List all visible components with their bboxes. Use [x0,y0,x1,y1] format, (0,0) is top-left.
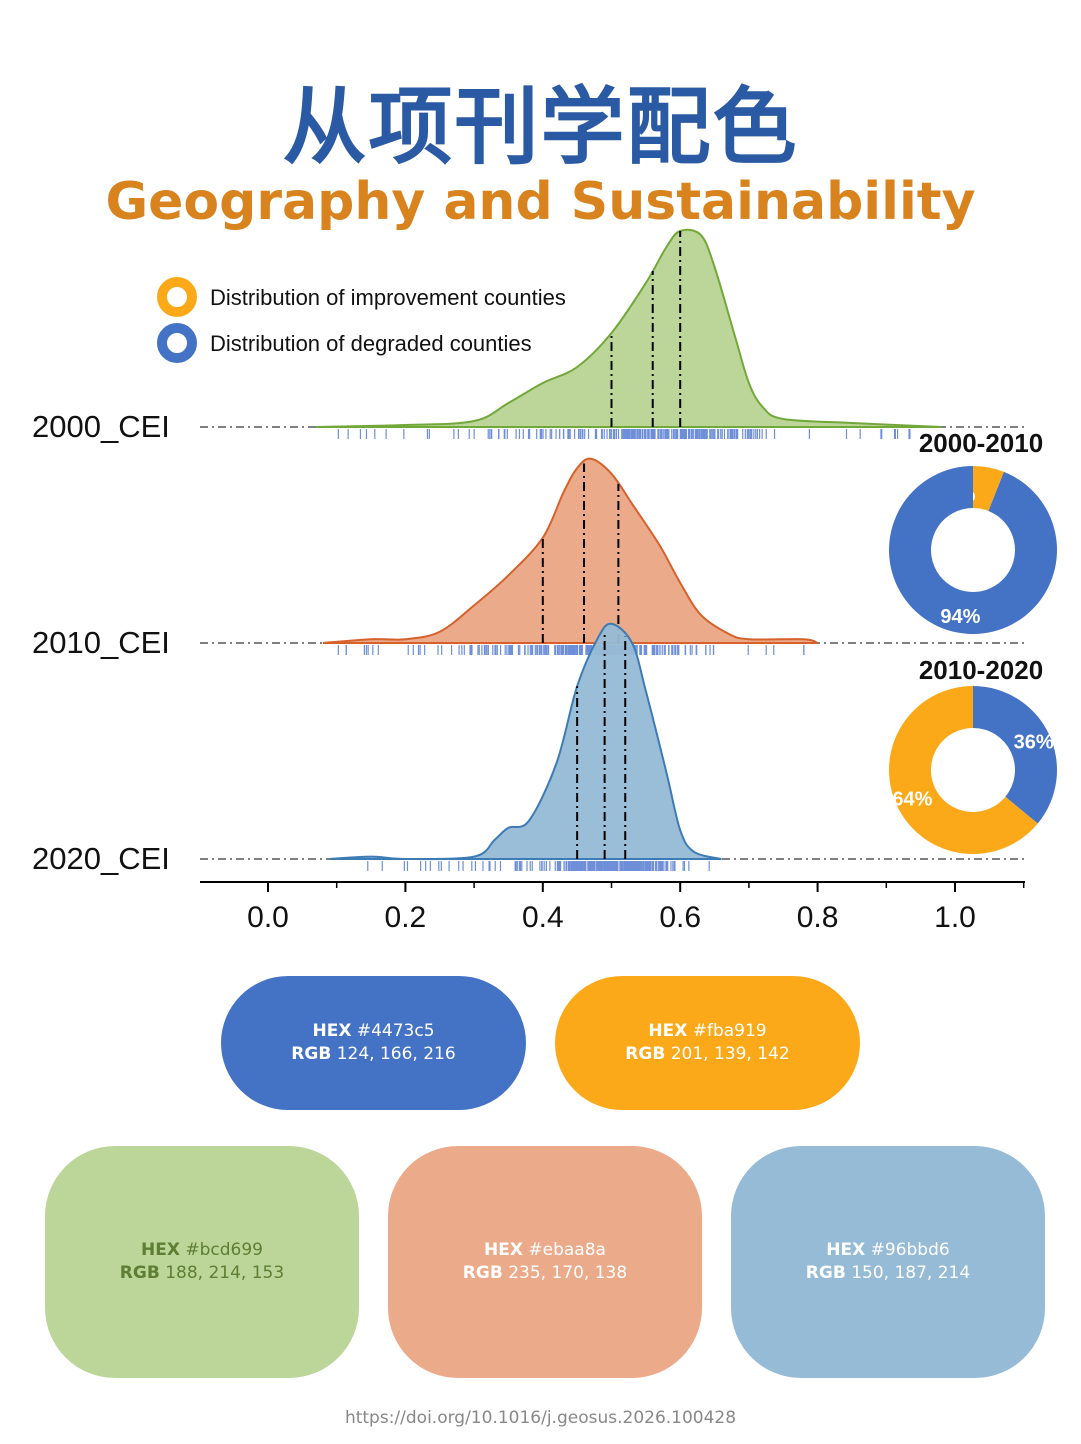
swatch-hex-label: HEX [826,1240,866,1260]
legend-marker [157,323,197,363]
density-area [329,622,722,861]
x-tick-label: 0.8 [797,901,839,934]
ridge-label: 2020_CEI [32,841,170,876]
swatch-rgb-label: RGB [462,1263,503,1283]
donut-slice [889,686,1038,854]
swatch-rgb-label: RGB [805,1263,846,1283]
donut-slice [973,466,1004,511]
swatch-hex-value: #4473c5 [356,1021,435,1041]
swatch-hex-label: HEX [141,1240,180,1260]
swatch-hex-value: #bcd699 [185,1240,263,1260]
doi-link[interactable]: https://doi.org/10.1016/j.geosus.2026.10… [344,1408,737,1428]
rug-marks [367,861,710,871]
journal-name: Geography and Sustainability [105,172,976,232]
rug-marks [337,645,805,655]
swatch-rgb-value: 188, 214, 153 [165,1263,285,1283]
donut-slice-label: 94% [940,606,980,628]
donut-slice-label: 36% [1014,731,1054,753]
legend-label: Distribution of degraded counties [210,331,532,356]
ridgeline-chart: 0.0 0.2 0.4 0.6 0.8 1.0 2000_CEI 2010_CEI 2020_C… [32,228,1058,934]
swatch-hex-label: HEX [312,1021,352,1041]
ridge-label: 2000_CEI [32,409,170,444]
donut-title: 2000-2010 [919,428,1043,458]
donut-slice [973,686,1058,824]
swatch-salmon: HEX #ebaa8a RGB 235, 170, 138 [388,1146,702,1378]
swatch-rgb-value: 201, 139, 142 [670,1044,790,1064]
swatch-green: HEX #bcd699 RGB 188, 214, 153 [45,1146,359,1378]
swatch-rgb-label: RGB [625,1044,666,1064]
x-tick-label: 1.0 [934,901,976,934]
density-area [316,228,942,428]
density-area [322,457,818,644]
swatch-hex-label: HEX [484,1240,523,1260]
donut-title: 2010-2020 [919,655,1043,685]
x-tick-label: 0.2 [385,901,427,934]
swatch-rgb-label: RGB [291,1044,332,1064]
rug-marks [337,429,911,439]
x-tick-label: 0.4 [522,901,564,934]
swatch-rgb-value: 235, 170, 138 [508,1263,628,1283]
legend-label: Distribution of improvement counties [210,285,566,310]
swatch-rgb-label: RGB [119,1263,160,1283]
swatch-hex-value: #fba919 [692,1021,767,1041]
x-tick-label: 0.6 [659,901,701,934]
ridge-label: 2010_CEI [32,625,170,660]
x-tick-label: 0.0 [247,901,289,934]
legend-marker [157,277,197,317]
swatch-blue: HEX #4473c5 RGB 124, 166, 216 [221,976,526,1110]
donut-slice-label: 64% [892,789,932,811]
swatch-hex-value: #ebaa8a [528,1240,606,1260]
swatch-rgb-value: 124, 166, 216 [336,1044,456,1064]
swatch-orange: HEX #fba919 RGB 201, 139, 142 [555,976,860,1110]
page-title: 从项刊学配色 [282,78,799,176]
swatch-hex-value: #96bbd6 [870,1240,950,1260]
swatch-light-blue: HEX #96bbd6 RGB 150, 187, 214 [731,1146,1045,1378]
donut-slice [888,466,1057,634]
swatch-rgb-value: 150, 187, 214 [851,1263,971,1283]
swatch-hex-label: HEX [648,1021,688,1041]
